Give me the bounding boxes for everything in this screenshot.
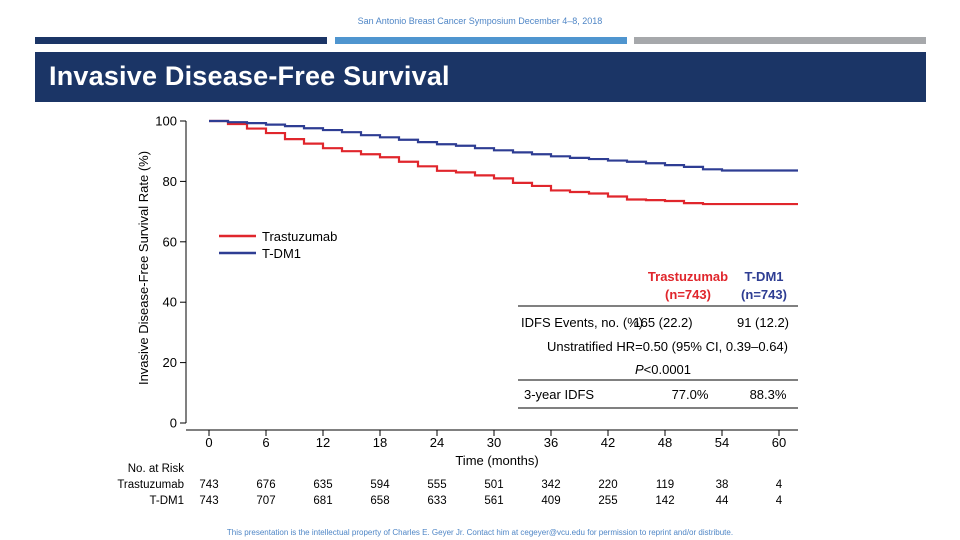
at-risk-value: 409 [541, 495, 560, 507]
p-value: P<0.0001 [635, 362, 691, 377]
x-tick-label: 48 [658, 435, 672, 450]
at-risk-value: 633 [427, 495, 446, 507]
at-risk-value: 676 [256, 479, 275, 491]
at-risk-value: 255 [598, 495, 617, 507]
p-number: <0.0001 [644, 362, 691, 377]
at-risk-value: 342 [541, 479, 560, 491]
slide-title: Invasive Disease-Free Survival [49, 61, 450, 91]
col-header-tdm1-n: (n=743) [741, 287, 787, 302]
at-risk-value: 38 [716, 479, 729, 491]
at-risk-value: 142 [655, 495, 674, 507]
legend-label-trastuzumab: Trastuzumab [262, 229, 337, 244]
at-risk-heading: No. at Risk [128, 463, 184, 475]
at-risk-value: 4 [776, 495, 783, 507]
at-risk-row-label-tdm1: T-DM1 [150, 495, 185, 507]
x-tick-label: 42 [601, 435, 615, 450]
title-bar: Invasive Disease-Free Survival [35, 52, 926, 102]
at-risk-value: 119 [656, 479, 674, 491]
x-tick-label: 18 [373, 435, 387, 450]
x-tick-label: 30 [487, 435, 501, 450]
at-risk-value: 743 [199, 495, 218, 507]
accent-band-gray [634, 37, 926, 44]
three-year-trastuzumab: 77.0% [672, 387, 709, 402]
copyright-footer: This presentation is the intellectual pr… [226, 528, 734, 537]
accent-band-navy [35, 37, 327, 44]
at-risk-value: 44 [716, 495, 729, 507]
at-risk-value: 743 [199, 479, 218, 491]
at-risk-value: 561 [484, 495, 503, 507]
y-tick-label: 40 [163, 295, 177, 310]
at-risk-value: 555 [427, 479, 446, 491]
events-row-label: IDFS Events, no. (%) [521, 315, 643, 330]
curve-tdm1 [209, 119, 798, 172]
legend-label-tdm1: T-DM1 [262, 246, 301, 261]
at-risk-row-label-trastuzumab: Trastuzumab [117, 479, 184, 491]
accent-band-blue [335, 37, 627, 44]
col-header-tdm1: T-DM1 [745, 269, 784, 284]
y-tick-label: 0 [170, 416, 177, 431]
x-tick-label: 24 [430, 435, 444, 450]
at-risk-value: 220 [598, 479, 617, 491]
conference-banner: San Antonio Breast Cancer Symposium Dece… [357, 16, 603, 26]
x-axis-label: Time (months) [455, 453, 538, 468]
col-header-trastuzumab: Trastuzumab [648, 269, 728, 284]
x-tick-label: 36 [544, 435, 558, 450]
at-risk-value: 4 [776, 479, 783, 491]
three-year-tdm1: 88.3% [750, 387, 787, 402]
x-tick-label: 12 [316, 435, 330, 450]
p-label: P [635, 362, 644, 377]
at-risk-value: 635 [313, 479, 332, 491]
col-header-trastuzumab-n: (n=743) [665, 287, 711, 302]
hazard-ratio: Unstratified HR=0.50 (95% CI, 0.39–0.64) [547, 339, 788, 354]
at-risk-value: 707 [256, 495, 275, 507]
at-risk-value: 594 [370, 479, 390, 491]
y-tick-label: 60 [163, 234, 177, 249]
x-tick-label: 0 [205, 435, 212, 450]
curve-trastuzumab [209, 119, 798, 206]
y-axis-label: Invasive Disease-Free Survival Rate (%) [136, 151, 151, 385]
at-risk-value: 681 [313, 495, 332, 507]
y-tick-label: 20 [163, 355, 177, 370]
at-risk-value: 658 [370, 495, 389, 507]
x-tick-label: 6 [262, 435, 269, 450]
events-tdm1: 91 (12.2) [737, 315, 789, 330]
events-trastuzumab: 165 (22.2) [633, 315, 692, 330]
at-risk-value: 501 [484, 479, 503, 491]
x-tick-label: 54 [715, 435, 729, 450]
y-tick-label: 80 [163, 174, 177, 189]
three-year-label: 3-year IDFS [524, 387, 594, 402]
y-tick-label: 100 [155, 114, 177, 129]
x-tick-label: 60 [772, 435, 786, 450]
